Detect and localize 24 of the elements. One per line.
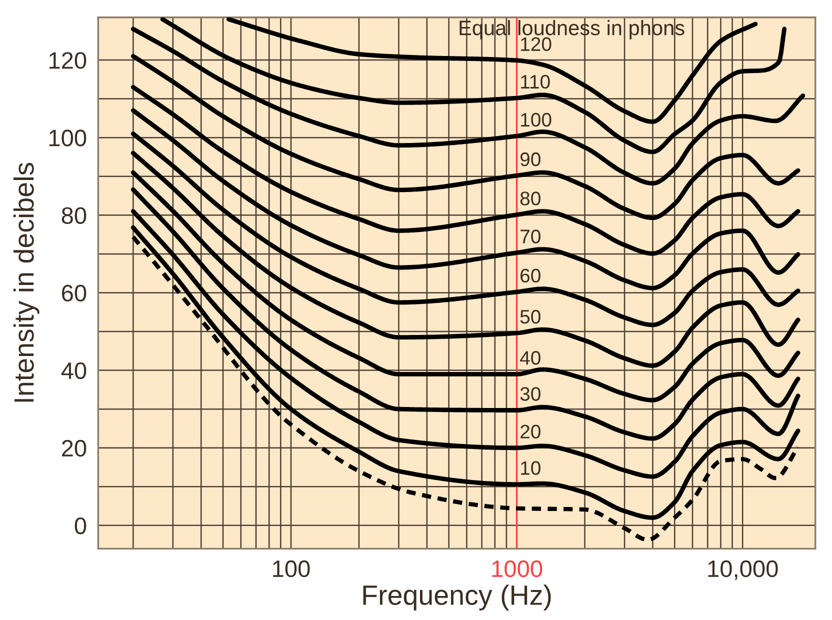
y-tick-label: 40: [61, 362, 86, 380]
series-label: 80: [520, 192, 540, 206]
x-axis-title: Frequency (Hz): [363, 584, 551, 610]
x-tick-label: 100: [273, 560, 310, 578]
series-label: 70: [520, 230, 540, 244]
x-tick-label: 1000: [492, 560, 542, 578]
y-tick-label: 80: [62, 207, 86, 224]
y-tick-label: 20: [62, 440, 86, 457]
y-tick-label: 0: [74, 518, 86, 534]
y-axis-title: Intensity in decibels: [13, 162, 40, 402]
series-label: 110: [521, 74, 550, 89]
series-label: 50: [520, 310, 540, 324]
x-tick-label: 10,000: [708, 560, 778, 580]
series-label: 90: [520, 152, 540, 166]
y-tick-label: 60: [62, 284, 86, 302]
series-label: 60: [520, 268, 540, 283]
series-label: 30: [520, 387, 540, 401]
series-label: 40: [520, 351, 540, 365]
series-label: 100: [521, 112, 552, 127]
y-tick-label: 120: [49, 52, 86, 69]
series-label: 120: [521, 37, 552, 52]
y-tick-label: 100: [49, 130, 86, 146]
series-label: 20: [520, 424, 540, 438]
series-label: 10: [521, 461, 540, 475]
